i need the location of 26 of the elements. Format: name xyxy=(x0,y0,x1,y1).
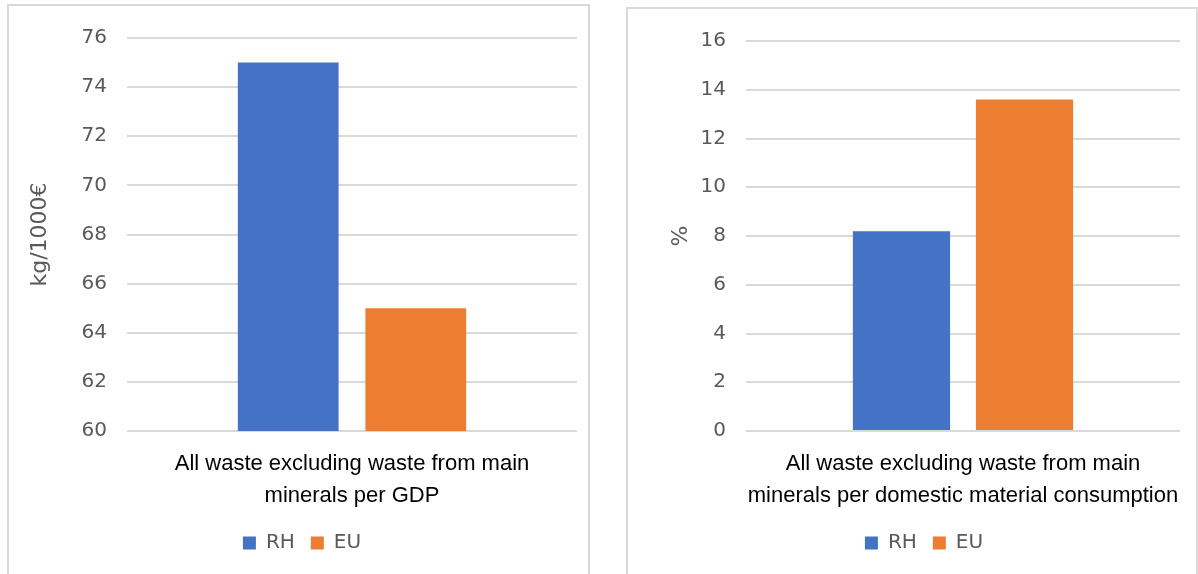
y-tick-label: 66 xyxy=(81,269,107,294)
y-tick-label: 68 xyxy=(81,220,107,245)
y-tick-label: 70 xyxy=(81,171,107,196)
y-tick-label: 12 xyxy=(700,124,726,149)
y-tick-label: 14 xyxy=(700,75,726,100)
y-axis-title: % xyxy=(666,225,692,247)
y-tick-label: 74 xyxy=(81,73,107,98)
x-tick-label: All waste excluding waste from main minerals per GDP xyxy=(174,450,530,507)
y-tick-label: 62 xyxy=(81,368,107,393)
y-tick-label: 60 xyxy=(81,417,107,442)
x-tick-label: All waste excluding waste from main minerals per domestic material consumption xyxy=(747,450,1179,507)
y-tick-label: 64 xyxy=(81,318,107,343)
y-tick-label: 6 xyxy=(713,270,726,295)
legend-label: RH xyxy=(887,529,917,554)
y-tick-label: 16 xyxy=(700,27,726,52)
y-tick-label: 8 xyxy=(713,222,726,247)
y-tick-label: 4 xyxy=(713,319,726,344)
y-tick-label: 72 xyxy=(81,122,107,147)
y-tick-label: 10 xyxy=(700,173,726,198)
y-tick-label: 0 xyxy=(713,417,726,442)
y-tick-label: 76 xyxy=(81,24,107,49)
legend-label: EU xyxy=(955,529,984,554)
y-tick-label: 2 xyxy=(713,368,726,393)
legend-label: RH xyxy=(265,529,295,554)
y-axis-title: kg/1000€ xyxy=(25,182,51,287)
legend-label: EU xyxy=(333,529,362,554)
